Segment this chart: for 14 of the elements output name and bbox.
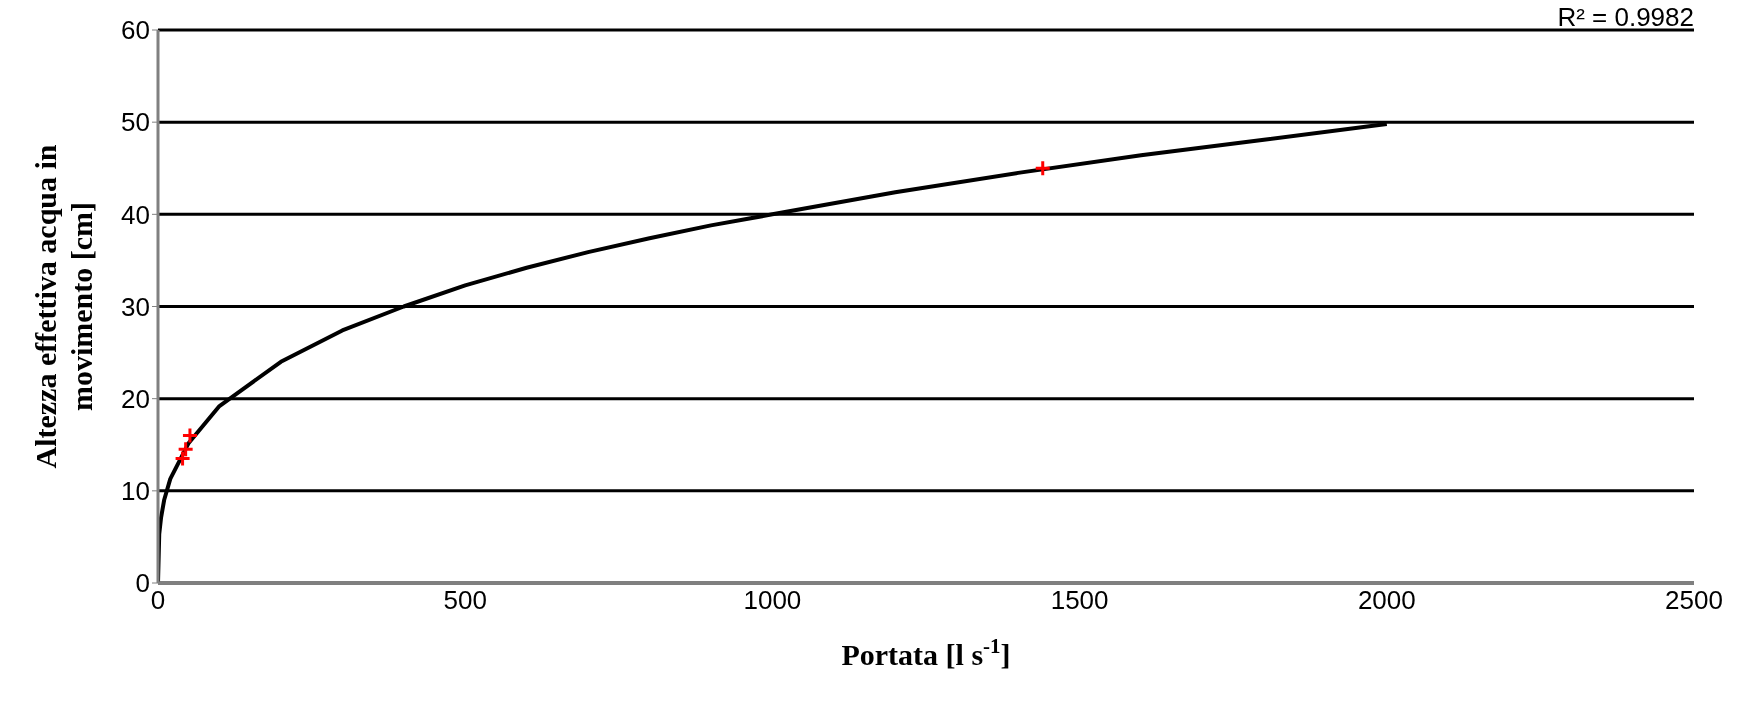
y-tick-label: 30 — [121, 291, 150, 322]
y-tick-label: 50 — [121, 107, 150, 138]
x-tick-label: 2000 — [1357, 585, 1416, 616]
x-axis-title: Portata [l s$^{-1}$] — [841, 634, 1011, 671]
x-tick-label: 500 — [443, 585, 487, 616]
x-tick-label: 2500 — [1665, 585, 1723, 616]
y-tick-label: 20 — [121, 383, 150, 414]
y-tick-label: 60 — [121, 15, 150, 46]
y-tick-label: 10 — [121, 476, 150, 507]
x-tick-label: 1000 — [743, 585, 802, 616]
y-tick-label: 40 — [121, 199, 150, 230]
y-axis-title: Altezza effettiva acqua in movimento [cm] — [29, 144, 98, 469]
x-tick-label: 1500 — [1050, 585, 1109, 616]
annotation: R² = 0.9982 — [1557, 2, 1694, 33]
